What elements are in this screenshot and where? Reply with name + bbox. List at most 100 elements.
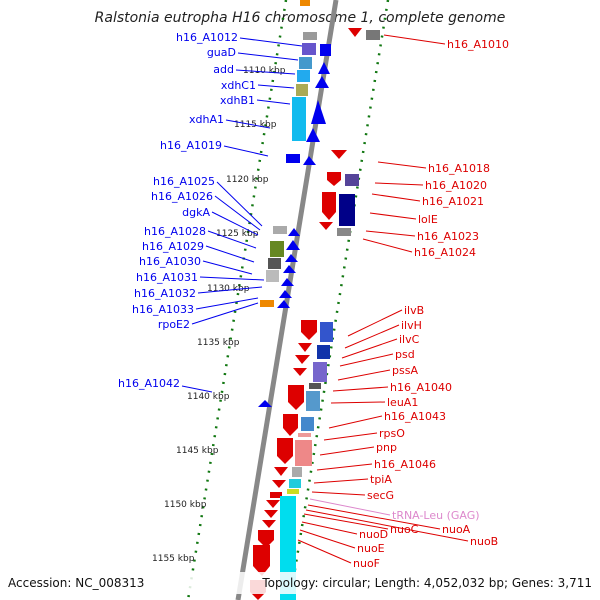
gene-label: ilvH (401, 319, 422, 332)
gene-callout[interactable]: lolE (369, 212, 438, 226)
gene-callout[interactable]: nuoD (301, 521, 388, 541)
feature-arrow (327, 172, 341, 186)
gene-callout[interactable]: nuoE (299, 529, 385, 555)
gene-label: h16_A1021 (422, 195, 484, 208)
gene-label: ilvC (399, 333, 420, 346)
leader-line (313, 478, 369, 484)
gene-callout[interactable]: tRNA-Leu (GAG) (309, 498, 480, 522)
feature-arrow (293, 368, 307, 376)
feature-arrow (288, 228, 300, 236)
gene-callout[interactable]: h16_A1046 (316, 458, 436, 471)
feature-arrow (320, 44, 331, 56)
leader-line (303, 513, 389, 530)
leader-line (323, 432, 378, 441)
gene-label: leuA1 (387, 396, 418, 409)
leader-line (383, 34, 446, 45)
gene-callout[interactable]: h16_A1012 (176, 31, 303, 47)
gene-callout[interactable]: h16_A1030 (139, 255, 253, 275)
gene-callout[interactable]: rpoE2 (158, 302, 259, 331)
feature-block (287, 489, 299, 494)
gene-callout[interactable]: nuoB (305, 509, 498, 548)
gene-callout[interactable]: nuoC (303, 513, 419, 536)
gene-callout[interactable]: psd (339, 348, 415, 367)
gene-callout[interactable]: h16_A1032 (134, 286, 263, 300)
leader-line (339, 353, 394, 367)
gene-callout[interactable]: pssA (337, 364, 418, 381)
gene-callout[interactable]: h16_A1021 (371, 193, 484, 208)
gene-callout[interactable]: h16_A1019 (160, 139, 269, 157)
gene-label: nuoF (353, 557, 380, 570)
gene-callout[interactable]: guaD (207, 46, 299, 61)
feature-block (296, 84, 308, 96)
leader-line (332, 386, 389, 392)
scale-tick-label: 1130 kbp (207, 284, 250, 294)
feature-arrow (315, 76, 329, 88)
gene-callout[interactable]: xdhB1 (220, 94, 291, 107)
gene-label: rpoE2 (158, 318, 190, 331)
gene-callout[interactable]: h16_A1023 (365, 230, 479, 243)
leader-line (362, 238, 413, 253)
gene-label: nuoC (390, 523, 419, 536)
scale-tick-label: 1155 kbp (152, 554, 195, 564)
gene-callout[interactable]: h16_A1024 (362, 238, 476, 259)
gene-label: h16_A1029 (142, 240, 204, 253)
gene-callout[interactable]: h16_A1010 (383, 34, 509, 51)
leader-line (305, 509, 469, 542)
feature-arrow (286, 240, 300, 250)
gene-label: guaD (207, 46, 236, 59)
leader-line (316, 463, 373, 471)
gene-callout[interactable]: ilvB (347, 304, 424, 337)
feature-block (268, 258, 281, 269)
gene-callout[interactable]: xdhC1 (221, 79, 295, 92)
gene-callout[interactable]: ilvH (344, 319, 422, 349)
leader-line (365, 230, 416, 237)
feature-block (339, 194, 355, 226)
gene-callout[interactable]: h16_A1040 (332, 381, 452, 394)
leader-line (191, 302, 259, 325)
gene-callout[interactable]: h16_A1026 (151, 190, 261, 231)
feature-arrow (258, 530, 274, 548)
gene-callout[interactable]: h16_A1029 (142, 240, 255, 263)
gene-callout[interactable]: h16_A1033 (132, 297, 259, 316)
gene-label: h16_A1040 (390, 381, 452, 394)
leader-line (330, 401, 386, 404)
gene-callout[interactable]: tpiA (313, 473, 392, 486)
gene-callout[interactable]: h16_A1031 (136, 271, 265, 284)
gene-callout[interactable]: secG (311, 489, 394, 502)
gene-callout[interactable]: h16_A1028 (144, 225, 257, 249)
gene-label: h16_A1030 (139, 255, 201, 268)
gene-callout[interactable]: leuA1 (330, 396, 418, 409)
gene-callout[interactable]: h16_A1018 (377, 161, 490, 175)
gene-callout[interactable]: dgkA (182, 206, 259, 236)
gene-label: psd (395, 348, 415, 361)
feature-arrow (318, 62, 330, 74)
gene-label: h16_A1010 (447, 38, 509, 51)
feature-arrow (277, 300, 290, 308)
gene-label: secG (367, 489, 394, 502)
gene-callout[interactable]: h16_A1042 (118, 377, 213, 393)
gene-callout[interactable]: add (213, 63, 296, 76)
gene-callout[interactable]: h16_A1043 (328, 410, 446, 429)
gene-callout[interactable]: nuoF (297, 539, 380, 570)
leader-line (214, 195, 261, 231)
leader-line (311, 491, 366, 496)
gene-callout[interactable]: ilvC (341, 333, 420, 359)
gene-callout[interactable]: h16_A1025 (153, 175, 263, 227)
backbone-line (235, 0, 339, 600)
gene-label: tpiA (370, 473, 392, 486)
gene-callout[interactable]: xdhA1 (189, 113, 271, 129)
gene-label: nuoB (470, 535, 498, 548)
gene-callout[interactable]: nuoA (307, 504, 471, 536)
feature-arrow (301, 320, 317, 340)
feature-arrow (264, 510, 278, 518)
leader-line (223, 145, 269, 157)
gene-callout[interactable]: rpsO (323, 427, 405, 441)
feature-block (303, 32, 317, 40)
gene-callout[interactable]: h16_A1020 (374, 179, 487, 192)
gene-label: ilvB (404, 304, 424, 317)
leader-line (216, 181, 263, 227)
leader-line (301, 521, 358, 535)
gene-callout[interactable]: pnp (319, 441, 397, 456)
feature-arrow (298, 343, 312, 352)
leader-line (239, 37, 303, 47)
